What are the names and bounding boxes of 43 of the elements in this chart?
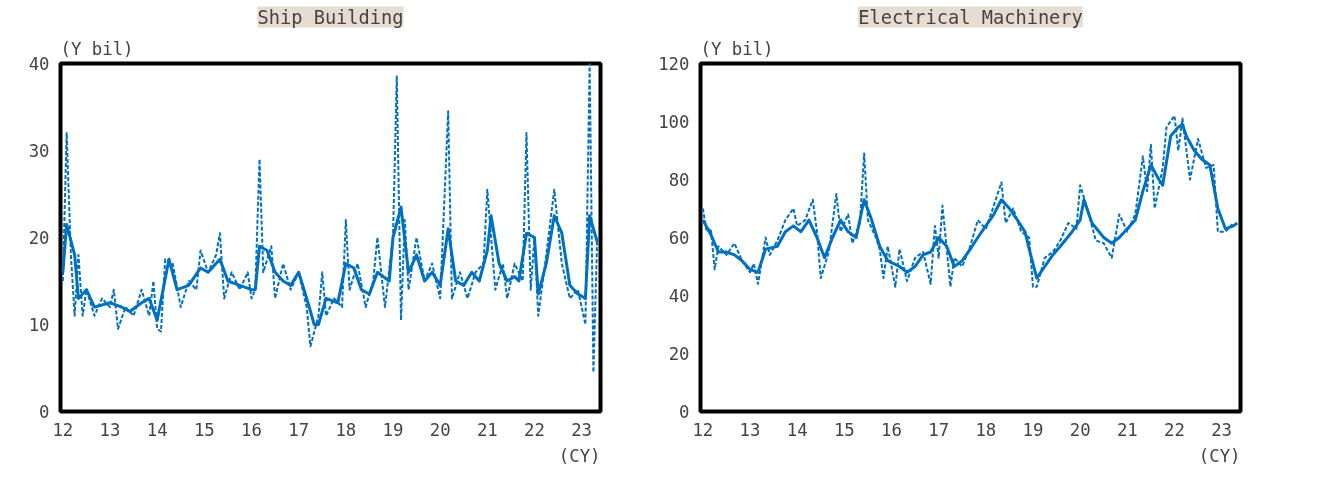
x-tick-label: 14 [786, 419, 808, 440]
y-axis-title: (Y bil) [700, 38, 774, 59]
line-series [61, 63, 599, 374]
x-tick-label: 19 [382, 419, 404, 440]
x-tick-label: 20 [429, 419, 451, 440]
x-tick-label: 16 [881, 419, 902, 440]
x-tick-label: 21 [476, 419, 498, 440]
x-tick-label: 12 [692, 419, 714, 440]
x-tick-label: 13 [739, 419, 761, 440]
x-tick-label: 15 [193, 419, 215, 440]
chart-title: Electrical Machinery [858, 6, 1083, 28]
x-tick-label: 13 [99, 419, 121, 440]
x-tick-label: 23 [1211, 419, 1233, 440]
chart-title: Ship Building [257, 6, 404, 28]
x-tick-label: 16 [241, 419, 262, 440]
x-tick-label: 20 [1069, 419, 1091, 440]
x-tick-label: 22 [524, 419, 545, 440]
x-axis-title: (CY) [558, 445, 601, 466]
x-tick-label: 17 [928, 419, 950, 440]
y-tick-label: 20 [28, 228, 50, 248]
y-tick-label: 60 [668, 228, 690, 248]
x-axis-title: (CY) [1198, 445, 1241, 466]
x-tick-label: 15 [833, 419, 855, 440]
x-tick-label: 18 [335, 419, 357, 440]
x-tick-label: 21 [1116, 419, 1138, 440]
y-axis-title: (Y bil) [60, 38, 134, 59]
x-tick-label: 17 [288, 419, 310, 440]
x-tick-label: 14 [146, 419, 168, 440]
y-tick-label: 30 [28, 141, 50, 161]
y-tick-label: 120 [658, 54, 690, 74]
y-tick-label: 10 [28, 315, 50, 335]
y-tick-label: 20 [668, 344, 690, 364]
x-tick-label: 22 [1164, 419, 1185, 440]
x-tick-label: 18 [975, 419, 997, 440]
x-tick-label: 12 [52, 419, 74, 440]
y-tick-label: 40 [668, 286, 690, 306]
y-tick-label: 0 [679, 402, 690, 422]
y-tick-label: 40 [28, 54, 50, 74]
x-tick-label: 23 [571, 419, 593, 440]
y-tick-label: 0 [39, 402, 50, 422]
x-tick-label: 19 [1022, 419, 1044, 440]
y-tick-label: 100 [658, 112, 690, 132]
y-tick-label: 80 [668, 170, 690, 190]
